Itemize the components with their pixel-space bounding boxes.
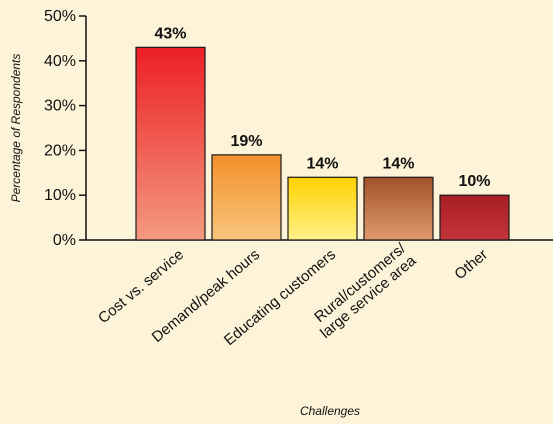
data-label-1: 19%	[230, 133, 262, 150]
y-tick-label: 20%	[44, 142, 76, 159]
data-label-0: 43%	[154, 25, 186, 42]
y-tick-label: 50%	[44, 8, 76, 25]
bar-4	[439, 194, 510, 241]
y-tick-label: 0%	[53, 232, 76, 249]
y-tick-label: 30%	[44, 98, 76, 115]
x-axis-title: Challenges	[300, 404, 360, 418]
bars	[135, 46, 510, 241]
bar-2	[287, 176, 358, 241]
bar-1	[211, 154, 282, 241]
data-label-2: 14%	[306, 155, 338, 172]
data-label-4: 10%	[458, 173, 490, 190]
y-axis-title: Percentage of Respondents	[9, 54, 23, 203]
category-label-line: Other	[451, 246, 491, 283]
y-tick-label: 40%	[44, 53, 76, 70]
category-label-4: Other	[451, 246, 491, 283]
bar-0	[135, 46, 206, 241]
bar-3	[363, 176, 434, 241]
data-label-3: 14%	[382, 155, 414, 172]
y-tick-label: 10%	[44, 187, 76, 204]
